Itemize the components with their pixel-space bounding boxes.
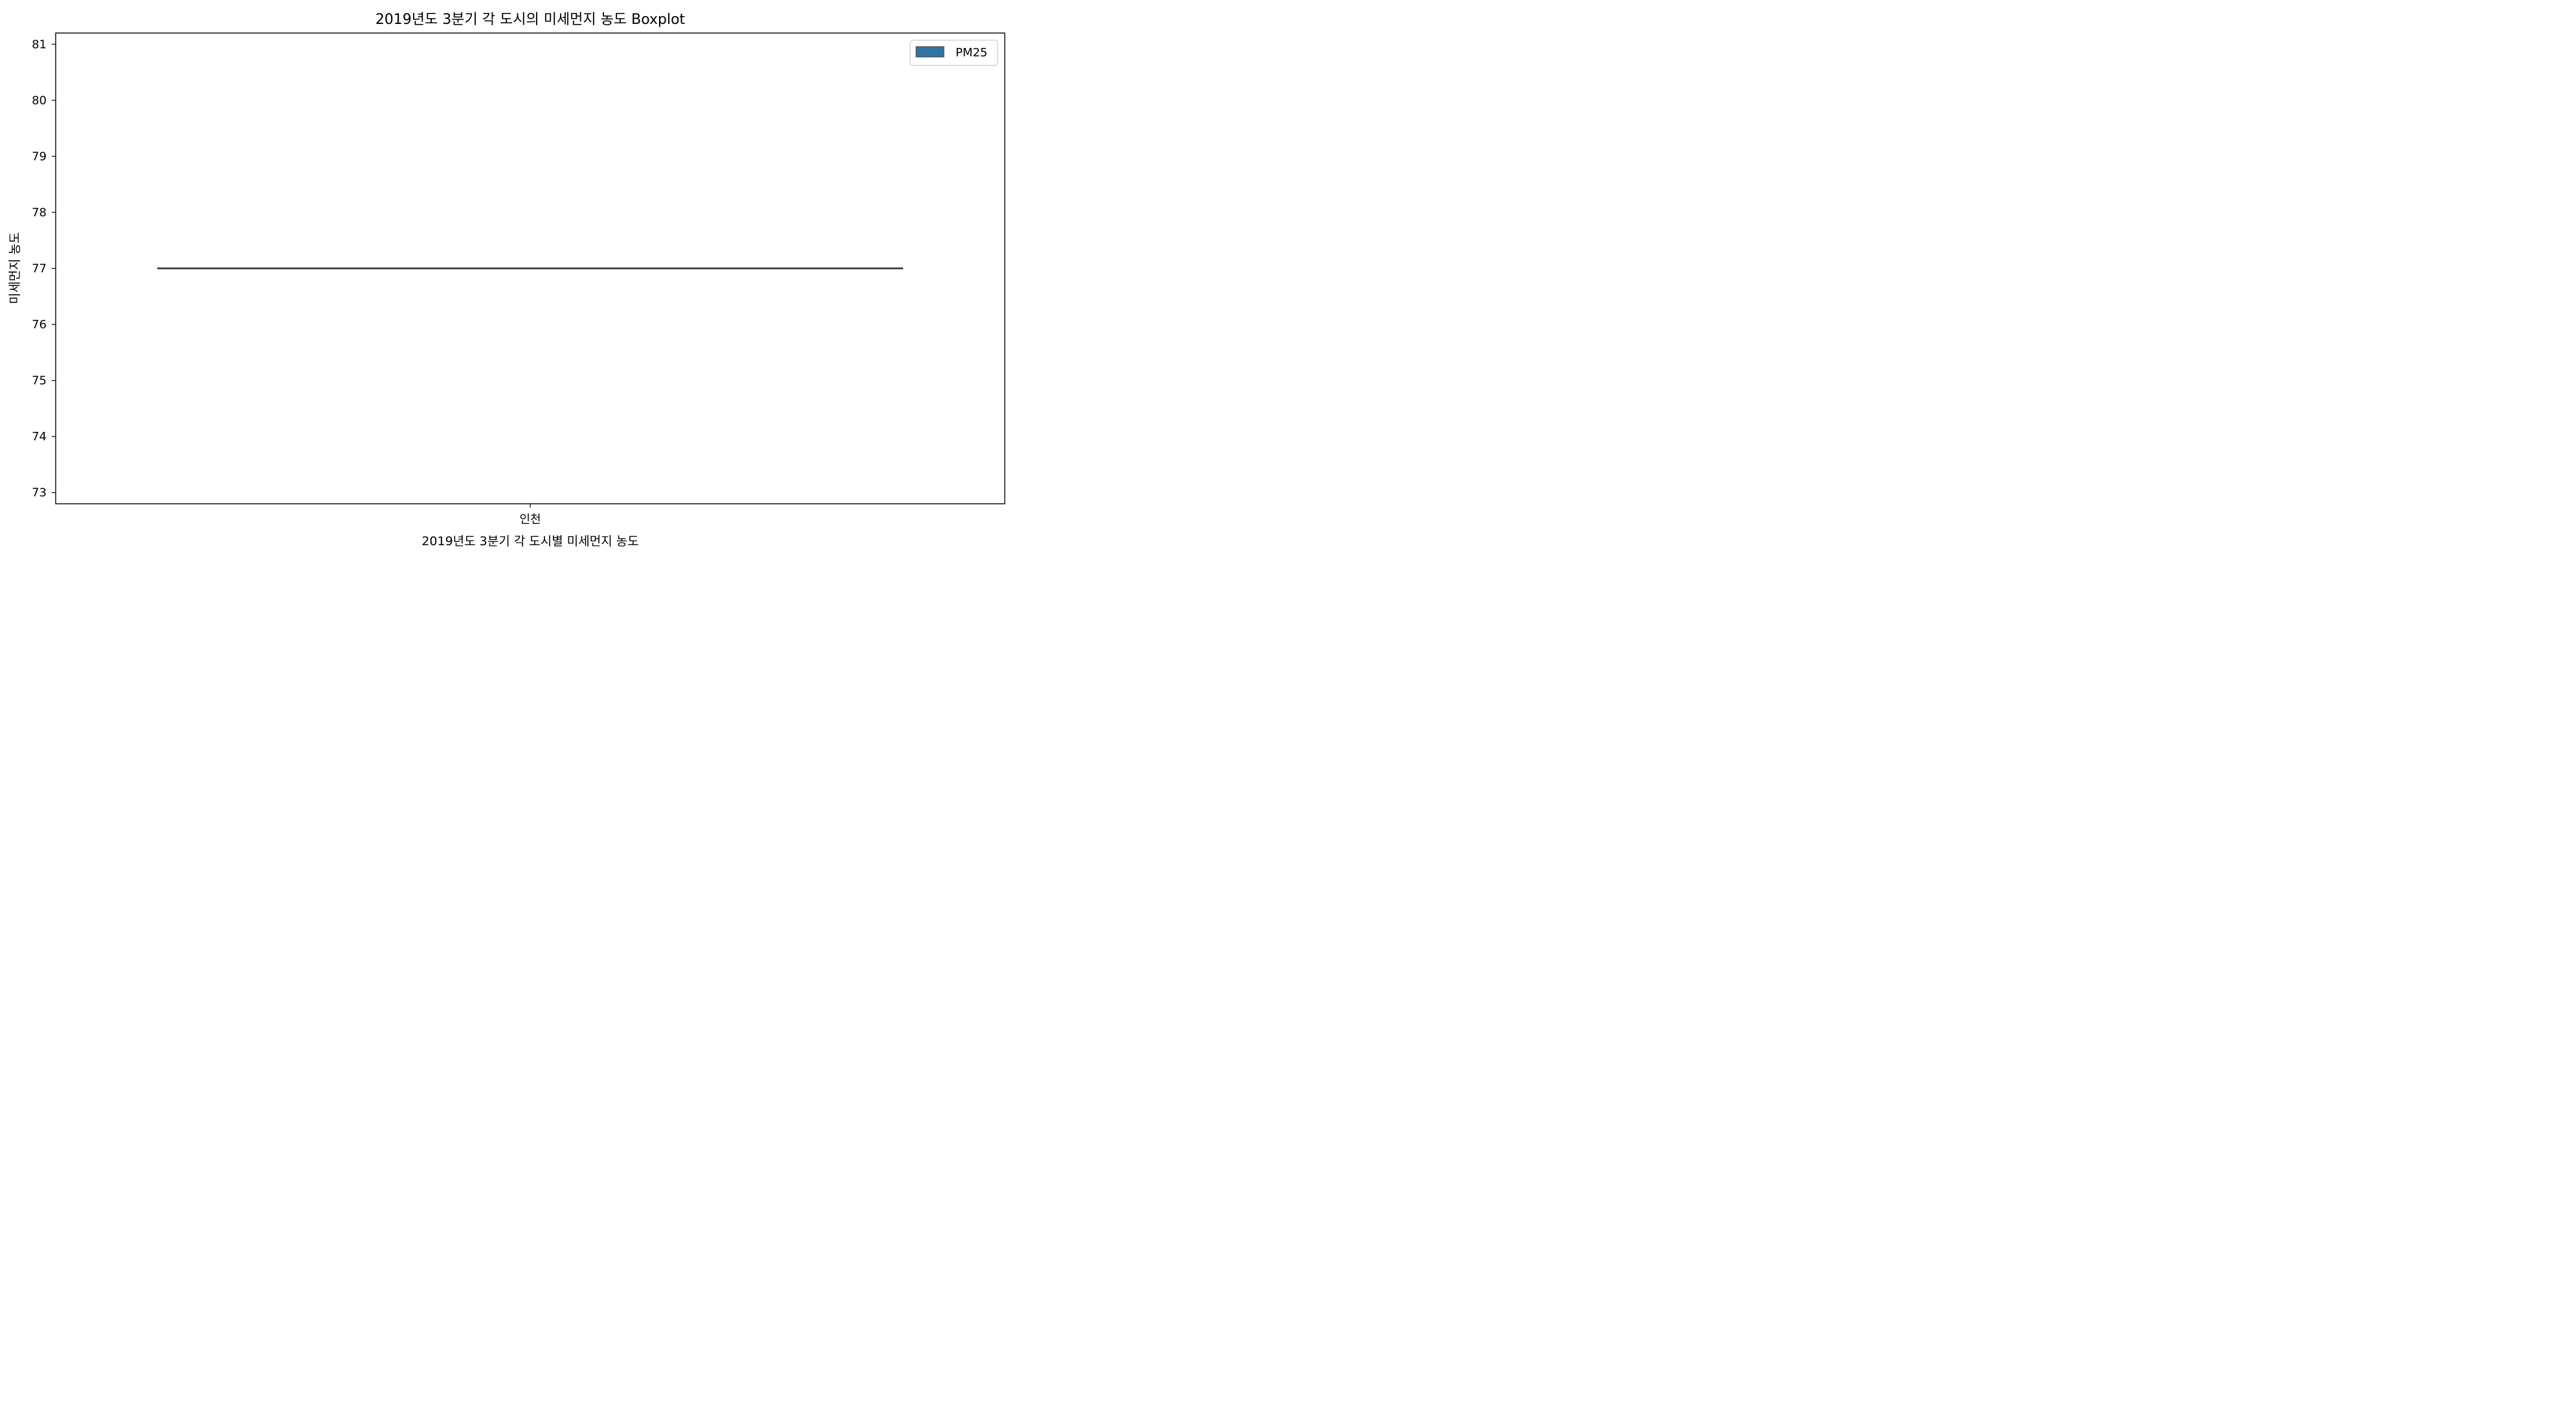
- y-tick-label: 80: [32, 94, 47, 107]
- y-tick-label: 73: [32, 486, 47, 500]
- y-tick-label: 76: [32, 318, 47, 332]
- legend-label-pm25: PM25: [956, 46, 987, 60]
- x-tick-label: 인천: [519, 513, 541, 526]
- y-tick-label: 78: [32, 206, 47, 220]
- y-axis-label: 미세먼지 농도: [8, 232, 22, 304]
- y-axis: 73 74 75 76 77 78 79 80 81: [32, 38, 56, 500]
- y-tick-label: 74: [32, 430, 47, 444]
- legend-swatch-pm25: [915, 46, 945, 58]
- x-axis: 인천: [519, 504, 541, 526]
- y-tick-label: 77: [32, 262, 47, 276]
- plot-frame: [55, 32, 1005, 504]
- chart-background: [0, 0, 1015, 559]
- chart: 2019년도 3분기 각 도시의 미세먼지 농도 Boxplot 7374757…: [0, 0, 1015, 559]
- legend: PM25: [910, 39, 998, 66]
- y-tick-label: 79: [32, 150, 47, 163]
- y-tick-label: 81: [32, 38, 47, 51]
- chart-title: 2019년도 3분기 각 도시의 미세먼지 농도 Boxplot: [375, 12, 686, 28]
- x-axis-label: 2019년도 3분기 각 도시별 미세먼지 농도: [421, 534, 638, 548]
- y-tick-label: 75: [32, 374, 47, 388]
